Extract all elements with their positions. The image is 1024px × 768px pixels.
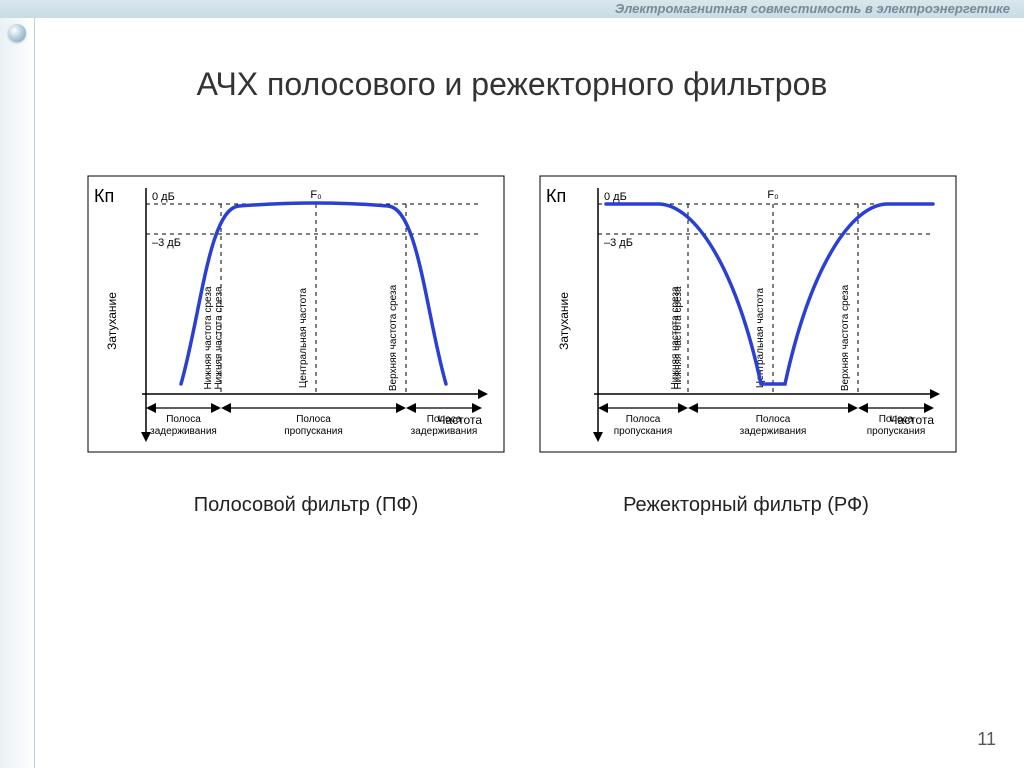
slide: Электромагнитная совместимость в электро… bbox=[0, 0, 1024, 768]
notch-chart: Кп ЗатуханиеЧастота0 дБ–3 дБF₀Нижняя час… bbox=[538, 174, 966, 454]
svg-text:Полоса: Полоса bbox=[166, 414, 201, 425]
notch-svg: ЗатуханиеЧастота0 дБ–3 дБF₀Нижняя частот… bbox=[538, 174, 958, 454]
svg-text:Полоса: Полоса bbox=[756, 414, 791, 425]
kp-label: Кп bbox=[546, 186, 566, 207]
notch-caption: Режекторный фильтр (РФ) bbox=[526, 494, 966, 517]
page-number: 11 bbox=[977, 729, 996, 750]
svg-text:Нижняя частота среза: Нижняя частота среза bbox=[214, 286, 225, 390]
charts: Кп ЗатуханиеЧастота0 дБ–3 дБF₀Нижняя час… bbox=[86, 174, 966, 454]
svg-text:пропускания: пропускания bbox=[614, 426, 673, 437]
svg-text:Верхняя частота среза: Верхняя частота среза bbox=[388, 284, 399, 391]
svg-text:пропускания: пропускания bbox=[867, 426, 926, 437]
captions: Полосовой фильтр (ПФ) Режекторный фильтр… bbox=[86, 494, 966, 517]
svg-text:задерживания: задерживания bbox=[411, 426, 478, 437]
left-rail bbox=[0, 18, 35, 768]
svg-text:Затухание: Затухание bbox=[105, 292, 119, 350]
svg-text:0 дБ: 0 дБ bbox=[604, 191, 627, 203]
svg-text:Полоса: Полоса bbox=[879, 414, 914, 425]
svg-text:задерживания: задерживания bbox=[740, 426, 807, 437]
svg-text:Нижняя частота среза: Нижняя частота среза bbox=[670, 286, 681, 390]
svg-text:Верхняя частота среза: Верхняя частота среза bbox=[840, 284, 851, 391]
svg-text:Центральная частота: Центральная частота bbox=[755, 288, 766, 389]
svg-text:F₀: F₀ bbox=[767, 189, 778, 201]
header-banner: Электромагнитная совместимость в электро… bbox=[0, 0, 1024, 18]
svg-text:–3 дБ: –3 дБ bbox=[152, 237, 181, 249]
svg-text:0 дБ: 0 дБ bbox=[152, 191, 175, 203]
bandpass-caption: Полосовой фильтр (ПФ) bbox=[86, 494, 526, 517]
bandpass-svg: ЗатуханиеЧастота0 дБ–3 дБF₀Нижняя частот… bbox=[86, 174, 506, 454]
svg-text:Центральная частота: Центральная частота bbox=[298, 288, 309, 389]
page-title: АЧХ полосового и режекторного фильтров bbox=[0, 66, 1024, 103]
svg-text:пропускания: пропускания bbox=[284, 426, 343, 437]
svg-text:–3 дБ: –3 дБ bbox=[604, 237, 633, 249]
svg-text:Затухание: Затухание bbox=[557, 292, 571, 350]
bandpass-chart: Кп ЗатуханиеЧастота0 дБ–3 дБF₀Нижняя час… bbox=[86, 174, 514, 454]
svg-text:F₀: F₀ bbox=[310, 189, 321, 201]
svg-text:Нижняя частота среза: Нижняя частота среза bbox=[203, 286, 214, 390]
svg-text:Полоса: Полоса bbox=[296, 414, 331, 425]
svg-text:Полоса: Полоса bbox=[626, 414, 661, 425]
kp-label: Кп bbox=[94, 186, 114, 207]
svg-text:задерживания: задерживания bbox=[150, 426, 217, 437]
svg-text:Полоса: Полоса bbox=[427, 414, 462, 425]
